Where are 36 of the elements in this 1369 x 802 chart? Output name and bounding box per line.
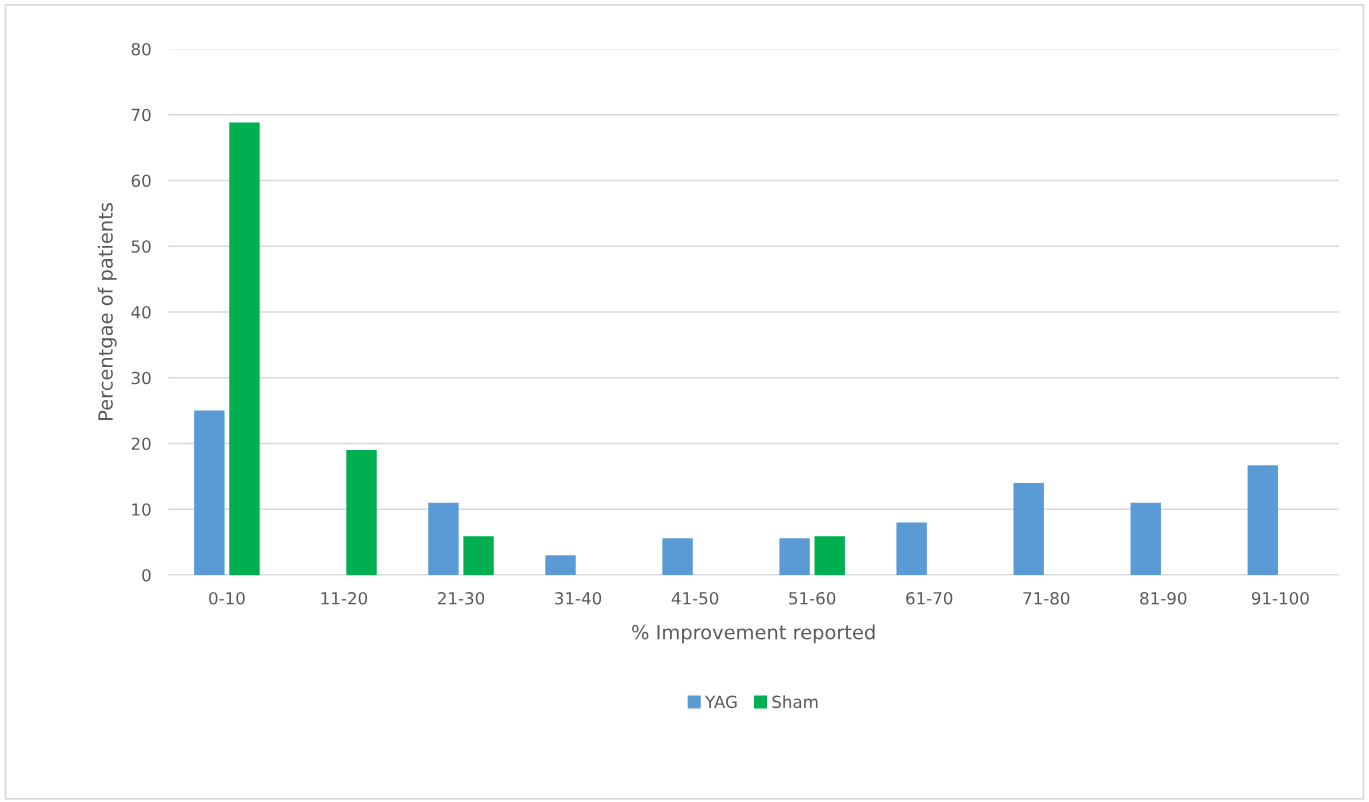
bar bbox=[1013, 482, 1044, 576]
x-tick-label: 81-90 bbox=[1140, 591, 1187, 605]
y-tick-label: 20 bbox=[131, 437, 151, 451]
y-tick-label: 0 bbox=[142, 569, 151, 582]
bar bbox=[896, 522, 927, 576]
x-tick-label: 41-50 bbox=[671, 591, 719, 605]
bar bbox=[814, 536, 845, 576]
y-tick-label: 50 bbox=[131, 240, 151, 253]
y-tick-label: 80 bbox=[131, 42, 151, 56]
x-tick-label: 51-60 bbox=[789, 591, 836, 605]
bar bbox=[194, 410, 225, 576]
y-tick-label: 40 bbox=[131, 305, 151, 319]
bar bbox=[779, 538, 810, 576]
bar bbox=[1247, 465, 1279, 576]
bar bbox=[229, 122, 260, 576]
x-tick-label: 61-70 bbox=[906, 591, 953, 605]
y-axis-title: Percentgae of patients bbox=[97, 203, 117, 420]
y-tick-label: 10 bbox=[132, 503, 151, 516]
x-tick-label: 31-40 bbox=[555, 591, 602, 605]
x-tick-label: 71-80 bbox=[1023, 591, 1070, 605]
y-tick-label: 60 bbox=[131, 174, 151, 188]
x-axis-title: % Improvement reported bbox=[632, 624, 875, 644]
bar bbox=[1130, 502, 1161, 576]
y-tick-label: 70 bbox=[131, 108, 151, 122]
bar bbox=[346, 450, 377, 576]
x-tick-label: 0-10 bbox=[209, 591, 245, 605]
x-tick-label: 91-100 bbox=[1251, 591, 1309, 605]
legend-label: Sham bbox=[772, 695, 818, 709]
bar bbox=[662, 538, 693, 576]
y-tick-label: 30 bbox=[131, 371, 151, 385]
legend-label: YAG bbox=[705, 695, 737, 709]
bar bbox=[545, 555, 576, 576]
x-tick-label: 11-20 bbox=[321, 591, 368, 605]
bar bbox=[428, 502, 459, 576]
x-tick-label: 21-30 bbox=[438, 591, 485, 605]
bar bbox=[463, 536, 494, 576]
